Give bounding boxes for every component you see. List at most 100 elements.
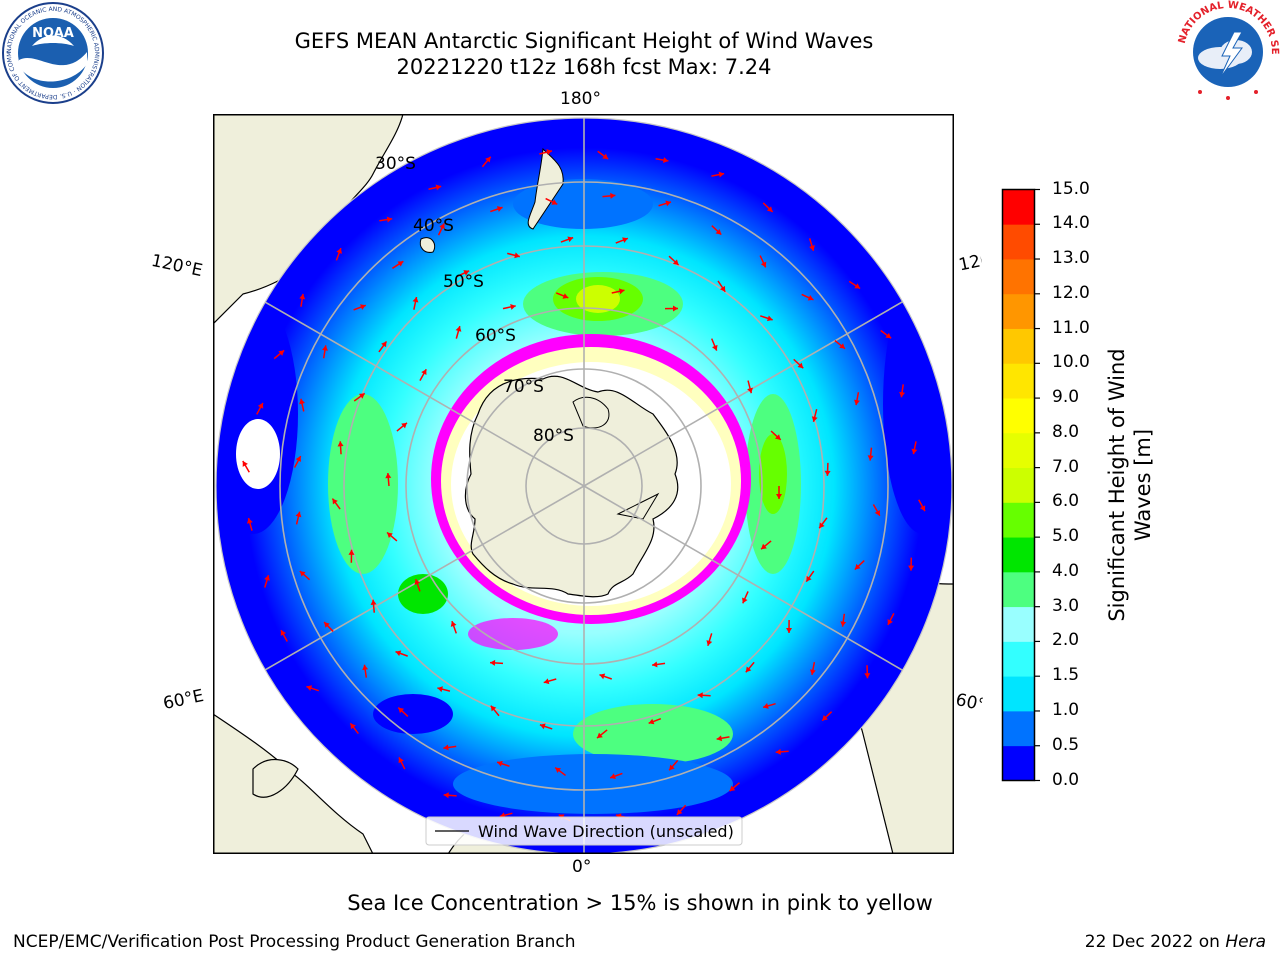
wind-wave-arrowhead xyxy=(295,456,301,462)
wind-wave-arrowhead xyxy=(775,748,781,755)
lat-label-80s: 80°S xyxy=(533,426,574,446)
wind-wave-arrowhead xyxy=(663,157,669,164)
wind-wave-arrowhead xyxy=(840,621,847,627)
wind-wave-arrowhead xyxy=(358,393,365,399)
legend-label: Wind Wave Direction (unscaled) xyxy=(478,822,734,841)
wind-wave-arrowhead xyxy=(715,228,722,235)
wind-wave-arrowhead xyxy=(362,664,369,671)
colorbar-cell xyxy=(1002,189,1035,225)
colorbar-tick-label: 8.0 xyxy=(1052,421,1080,442)
colorbar-cell xyxy=(1002,363,1035,399)
wind-wave-arrowhead xyxy=(719,285,726,292)
colorbar-tick-label: 15.0 xyxy=(1052,178,1090,199)
wind-wave-arrowhead xyxy=(546,149,552,155)
wind-wave-arrowhead xyxy=(854,563,861,570)
wind-wave-arrowhead xyxy=(672,259,679,266)
wind-wave-arrowhead xyxy=(776,494,782,499)
wind-wave-arrowhead xyxy=(676,809,683,815)
wind-wave-arrowhead xyxy=(324,622,330,628)
wind-wave-arrowhead xyxy=(381,341,387,348)
colorbar-cell xyxy=(1002,293,1035,329)
wind-wave-arrowhead xyxy=(278,350,285,356)
wind-wave-arrowhead xyxy=(839,343,846,349)
wind-wave-arrowhead xyxy=(337,441,344,447)
wind-wave-arrowhead xyxy=(443,792,449,799)
meridians xyxy=(216,118,952,854)
wind-wave-arrowhead xyxy=(242,461,248,467)
wind-wave-arrowhead xyxy=(439,223,445,230)
wind-wave-arrowhead xyxy=(551,199,558,205)
wind-wave-arrowhead xyxy=(443,744,449,751)
wind-wave-arrowhead xyxy=(763,703,769,709)
colorbar-label: Significant Height of Wind Waves [m] xyxy=(1105,348,1155,622)
wind-wave-arrowhead xyxy=(774,434,781,440)
wind-wave-arrowhead xyxy=(610,773,616,779)
wind-wave-arrowhead xyxy=(602,153,609,160)
lat-label-30s: 30°S xyxy=(375,154,416,174)
wind-wave-arrowhead xyxy=(824,470,831,476)
wind-wave-arrowhead xyxy=(397,261,404,267)
wind-wave-arrowhead xyxy=(257,402,264,409)
wind-wave-arrowhead xyxy=(811,416,818,422)
wind-wave-arrowhead xyxy=(807,294,814,301)
lat-label-50s: 50°S xyxy=(443,272,484,292)
wind-wave-arrowhead xyxy=(414,579,421,585)
wind-wave-arrowhead xyxy=(867,455,874,461)
wind-wave-arrowhead xyxy=(385,473,392,479)
colorbar-tick-label: 0.0 xyxy=(1052,769,1080,790)
wind-wave-arrowhead xyxy=(463,270,470,276)
wind-wave-arrowhead xyxy=(809,669,816,675)
wind-wave-arrowhead xyxy=(510,303,516,310)
colorbar-tick-label: 12.0 xyxy=(1052,282,1090,303)
wind-wave-arrowhead xyxy=(562,293,569,299)
wind-wave-arrowhead xyxy=(490,659,496,666)
wind-wave-arrowhead xyxy=(412,296,419,303)
wind-wave-arrowhead xyxy=(386,216,393,223)
wind-wave-arrowhead xyxy=(490,705,497,712)
wind-wave-arrowhead xyxy=(672,305,679,312)
polar-map: 30°S 40°S 50°S 60°S 70°S 80°S Wind Wave … xyxy=(213,114,954,854)
wind-wave-arrowhead xyxy=(618,288,625,295)
wind-wave-arrowhead xyxy=(908,565,915,571)
wind-wave-arrowhead xyxy=(669,764,675,771)
wind-wave-arrowhead xyxy=(760,261,767,268)
colorbar-tick-label: 3.0 xyxy=(1052,595,1080,616)
new-zealand xyxy=(527,147,564,230)
map-legend: Wind Wave Direction (unscaled) xyxy=(425,816,743,846)
wind-wave-arrowhead xyxy=(745,666,752,673)
colorbar-cell xyxy=(1002,467,1035,503)
wind-wave-arrowhead xyxy=(395,650,402,657)
colorbar-cell xyxy=(1002,328,1035,364)
nws-logo: NATIONAL WEATHER SERVICE xyxy=(1176,0,1280,102)
wind-wave-arrowhead xyxy=(435,184,442,191)
colorbar-cell xyxy=(1002,398,1035,434)
wind-wave-arrowhead xyxy=(718,171,725,178)
wind-wave-arrowhead xyxy=(711,344,718,351)
sea-ice-caption: Sea Ice Concentration > 15% is shown in … xyxy=(347,891,933,915)
colorbar-tick-label: 10.0 xyxy=(1052,352,1090,373)
colorbar xyxy=(1001,188,1040,782)
wind-wave-arrowhead xyxy=(401,422,407,429)
wind-wave-arrowhead xyxy=(360,304,366,310)
map-subtitle: 20221220 t12z 168h fcst Max: 7.24 xyxy=(396,55,772,79)
wind-wave-arrows xyxy=(242,149,926,822)
wind-wave-arrowhead xyxy=(264,575,270,581)
noaa-logo: NATIONAL OCEANIC AND ATMOSPHERIC ADMINIS… xyxy=(2,2,104,104)
wind-wave-arrowhead xyxy=(899,391,906,398)
footer-date: 22 Dec 2022 on Hera xyxy=(1084,932,1266,952)
wind-wave-arrowhead xyxy=(455,326,462,332)
colorbar-cell xyxy=(1002,259,1035,295)
wind-wave-arrowhead xyxy=(797,362,804,369)
wind-wave-arrowhead xyxy=(332,498,338,505)
wind-wave-arrowhead xyxy=(885,332,892,339)
colorbar-tick-label: 1.5 xyxy=(1052,665,1080,686)
wind-wave-arrowhead xyxy=(299,293,306,300)
colorbar-tick-label: 14.0 xyxy=(1052,213,1090,234)
lat-label-70s: 70°S xyxy=(503,377,544,397)
colorbar-tick-label: 5.0 xyxy=(1052,526,1080,547)
wind-wave-arrowhead xyxy=(887,619,893,625)
lon-label-120w: 120°W xyxy=(957,251,984,276)
wind-wave-arrowhead xyxy=(321,345,328,351)
wind-wave-arrowhead xyxy=(610,192,616,199)
colorbar-cell xyxy=(1002,710,1035,747)
